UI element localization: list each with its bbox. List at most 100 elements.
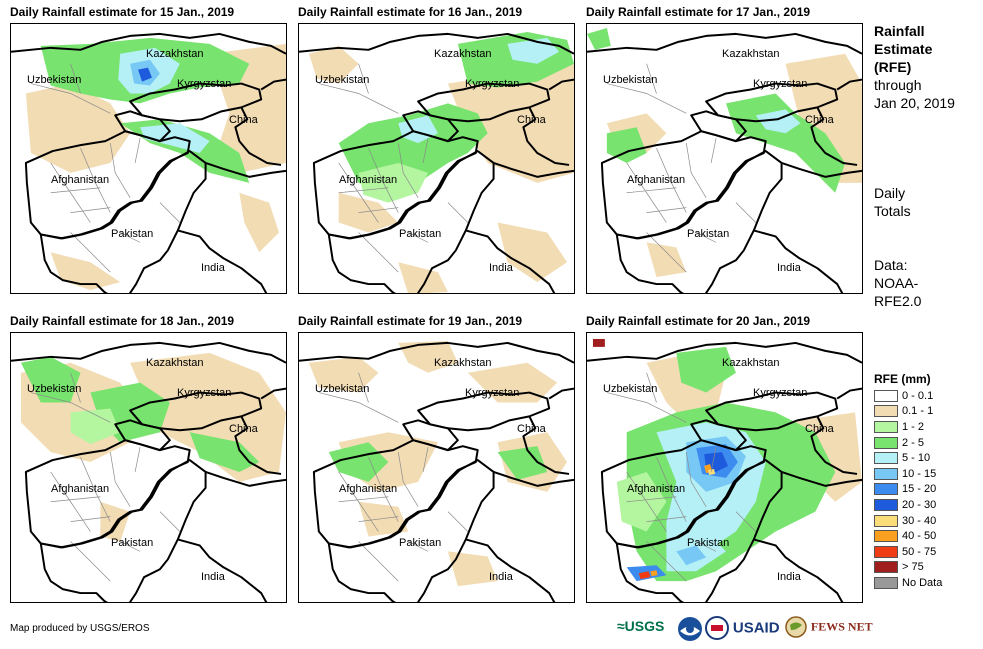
rainfall-area <box>308 356 379 393</box>
tajikistan-border <box>690 110 747 143</box>
kazakhstan-border <box>11 341 286 364</box>
legend-swatch <box>874 498 898 511</box>
province-boundaries <box>318 372 469 582</box>
pakistan-border <box>327 459 495 602</box>
legend-label: 50 - 75 <box>902 545 937 558</box>
side-data-source: Data: NOAA- RFE2.0 <box>874 256 921 310</box>
usaid-seal-icon <box>705 616 729 640</box>
india-border <box>465 162 574 293</box>
pakistan-border <box>39 459 207 602</box>
map-canvas <box>11 32 286 293</box>
legend-swatch <box>874 467 898 480</box>
india-border <box>177 162 286 293</box>
side-data-line: NOAA- <box>874 275 919 291</box>
legend-label: 30 - 40 <box>902 514 937 527</box>
kyrgyzstan-border <box>129 391 263 432</box>
map-canvas <box>587 338 862 602</box>
tajikistan-border <box>402 419 459 452</box>
country-label-kazakhstan: Kazakhstan <box>434 48 492 60</box>
country-label-uzbekistan: Uzbekistan <box>27 74 82 86</box>
province-boundaries <box>30 372 181 582</box>
rainfall-area <box>239 192 280 253</box>
legend-label: 2 - 5 <box>902 436 925 449</box>
province-boundaries <box>606 63 757 273</box>
country-label-india: India <box>489 262 513 274</box>
rainfall-area <box>497 222 568 283</box>
country-label-pakistan: Pakistan <box>111 537 154 549</box>
usgs-logo-text: ≈USGS <box>617 618 665 634</box>
map-canvas <box>11 341 286 602</box>
legend-item: 15 - 20 <box>874 482 942 498</box>
rainfall-map: Kazakhstan Uzbekistan Kyrgyzstan China Afgha… <box>298 332 575 603</box>
legend-item: 50 - 75 <box>874 544 942 560</box>
map-canvas <box>587 27 862 293</box>
rainfall-map: Kazakhstan Uzbekistan Kyrgyzstan China Afgha… <box>298 23 575 294</box>
rainfall-area <box>398 262 448 293</box>
rainfall-area <box>708 468 716 475</box>
country-label-uzbekistan: Uzbekistan <box>603 383 658 395</box>
country-label-india: India <box>201 262 225 274</box>
country-label-afghanistan: Afghanistan <box>339 174 398 186</box>
pakistan-border <box>39 150 207 293</box>
legend-swatch <box>874 514 898 527</box>
india-border <box>465 471 574 602</box>
side-daily-totals: Daily Totals <box>874 184 911 220</box>
country-label-china: China <box>805 423 834 435</box>
china-border <box>234 78 286 166</box>
country-label-kyrgyzstan: Kyrgyzstan <box>753 78 808 90</box>
rainfall-area <box>20 356 81 403</box>
legend-item: No Data <box>874 575 942 591</box>
legend-item: 20 - 30 <box>874 497 942 513</box>
country-label-kazakhstan: Kazakhstan <box>146 48 204 60</box>
side-data-line: RFE2.0 <box>874 293 922 309</box>
country-label-kazakhstan: Kazakhstan <box>146 357 204 369</box>
rainfall-area <box>358 501 409 537</box>
legend-label: 0.1 - 1 <box>902 405 934 418</box>
country-label-pakistan: Pakistan <box>399 537 442 549</box>
province-boundaries <box>30 63 181 273</box>
legend-item: 30 - 40 <box>874 513 942 529</box>
tajikistan-border <box>114 419 171 452</box>
india-border <box>753 162 862 293</box>
legend-rows: 0 - 0.1 0.1 - 1 1 - 2 2 - 5 5 - 10 10 - 15 15 … <box>874 388 942 591</box>
usgs-logo: ≈USGS <box>617 618 664 634</box>
rainfall-map: Kazakhstan Uzbekistan Kyrgyzstan China Afgha… <box>586 332 863 603</box>
country-label-uzbekistan: Uzbekistan <box>315 383 370 395</box>
country-label-kazakhstan: Kazakhstan <box>434 357 492 369</box>
province-boundaries <box>318 63 469 273</box>
panel-title: Daily Rainfall estimate for 15 Jan., 201… <box>10 5 235 19</box>
country-label-china: China <box>229 114 258 126</box>
side-title-line: Rainfall <box>874 23 925 39</box>
fewsnet-globe-icon <box>785 616 807 638</box>
legend-swatch <box>874 452 898 465</box>
legend-item: 1 - 2 <box>874 419 942 435</box>
rainfall-area <box>606 127 647 163</box>
country-label-afghanistan: Afghanistan <box>51 483 110 495</box>
usaid-logo: USAID <box>705 616 780 640</box>
noaa-emblem-icon <box>678 617 702 641</box>
rainfall-area <box>650 570 658 577</box>
legend-swatch <box>874 389 898 402</box>
rainfall-area <box>646 242 687 278</box>
legend-swatch <box>874 576 898 589</box>
legend-label: 20 - 30 <box>902 498 937 511</box>
kyrgyzstan-border <box>705 82 839 123</box>
legend-swatch <box>874 545 898 558</box>
rainfall-area <box>725 93 846 193</box>
legend-label: 10 - 15 <box>902 467 937 480</box>
country-label-afghanistan: Afghanistan <box>51 174 110 186</box>
rainfall-map: Kazakhstan Uzbekistan Kyrgyzstan China Afgha… <box>10 332 287 603</box>
rainfall-area <box>70 408 121 445</box>
country-label-uzbekistan: Uzbekistan <box>603 74 658 86</box>
side-title: Rainfall Estimate (RFE) through Jan 20, … <box>874 22 955 112</box>
legend-label: 5 - 10 <box>902 452 931 465</box>
legend-swatch <box>874 405 898 418</box>
rainfall-map: Kazakhstan Uzbekistan Kyrgyzstan China Afgha… <box>10 23 287 294</box>
rainfall-area <box>447 63 574 183</box>
china-border <box>810 78 862 166</box>
country-label-india: India <box>201 571 225 583</box>
map-canvas <box>299 31 574 293</box>
rainfall-area <box>338 192 399 233</box>
country-label-kyrgyzstan: Kyrgyzstan <box>177 78 232 90</box>
legend-label: 0 - 0.1 <box>902 389 934 402</box>
